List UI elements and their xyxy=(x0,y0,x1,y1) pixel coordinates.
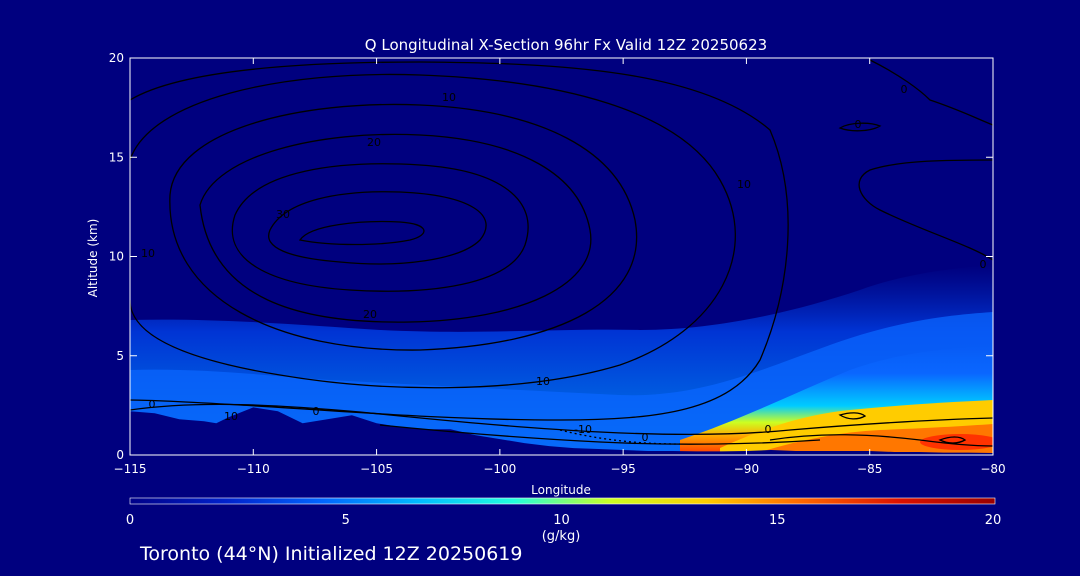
contour-line xyxy=(298,220,425,246)
x-tick-label: −105 xyxy=(360,462,393,476)
colorbar-label: (g/kg) xyxy=(542,529,581,544)
contour-label: 0 xyxy=(765,423,772,436)
y-axis: 0 5 10 15 20 xyxy=(109,51,993,462)
contour-line xyxy=(838,412,867,420)
x-tick-label: −95 xyxy=(610,462,635,476)
colorbar-tick-label: 15 xyxy=(769,513,786,528)
contour-line xyxy=(169,103,638,351)
contour-label: -10 xyxy=(574,423,592,436)
contour-label: 0 xyxy=(313,405,320,418)
contour-label: 20 xyxy=(363,308,377,321)
plot-area: 10 20 30 10 20 0 0 10 0 0 10 10 -10 0 0 0 xyxy=(129,57,994,456)
contour-label: 10 xyxy=(536,375,550,388)
x-tick-label: −100 xyxy=(483,462,516,476)
contour-label: 0 xyxy=(642,431,649,444)
contour-labels: 10 20 30 10 20 0 0 10 0 0 10 10 -10 0 0 0 xyxy=(141,83,987,444)
x-tick-label: −115 xyxy=(114,462,147,476)
y-tick-label: 15 xyxy=(109,150,124,164)
contour-line xyxy=(130,73,736,389)
contour-label: 0 xyxy=(980,258,987,271)
x-tick-label: −80 xyxy=(980,462,1005,476)
y-tick-label: 5 xyxy=(116,349,124,363)
contour-line xyxy=(769,434,993,447)
y-axis-label: Altitude (km) xyxy=(86,219,100,298)
x-tick-label: −110 xyxy=(237,462,270,476)
contour-line xyxy=(130,61,789,421)
colorbar-tick-label: 20 xyxy=(985,513,1002,528)
contour-line xyxy=(938,436,967,444)
y-tick-label: 20 xyxy=(109,51,124,65)
contour-label: 10 xyxy=(224,410,238,423)
x-axis: −115 −110 −105 −100 −95 −90 −85 −80 xyxy=(114,58,1006,476)
contour-line xyxy=(268,191,487,265)
contour-label: 0 xyxy=(149,398,156,411)
contour-lines xyxy=(130,59,993,447)
terrain-mask xyxy=(130,407,993,455)
colorbar-ticks: 0 5 10 15 20 xyxy=(126,513,1001,528)
x-tick-label: −85 xyxy=(857,462,882,476)
y-tick-label: 0 xyxy=(116,448,124,462)
contour-label: 30 xyxy=(276,208,290,221)
contour-line xyxy=(231,163,529,292)
contour-line xyxy=(130,403,993,436)
contour-label: 0 xyxy=(901,83,908,96)
contour-label: 20 xyxy=(367,136,381,149)
colorbar-tick-label: 0 xyxy=(126,513,134,528)
contour-label: 10 xyxy=(737,178,751,191)
contour-line xyxy=(838,122,882,132)
contour-line xyxy=(869,59,993,126)
contour-line xyxy=(379,424,821,445)
contour-label: 10 xyxy=(442,91,456,104)
contour-line xyxy=(199,133,592,323)
colorbar-tick-label: 10 xyxy=(553,513,570,528)
colorbar: 0 5 10 15 20 (g/kg) xyxy=(126,497,1001,544)
contour-line xyxy=(858,159,993,261)
footer-caption: Toronto (44°N) Initialized 12Z 20250619 xyxy=(139,543,523,565)
colorbar-gradient xyxy=(129,497,996,505)
y-tick-label: 10 xyxy=(109,250,124,264)
contour-label: 0 xyxy=(855,118,862,131)
x-tick-label: −90 xyxy=(734,462,759,476)
chart-title: Q Longitudinal X-Section 96hr Fx Valid 1… xyxy=(365,36,767,54)
x-axis-label: Longitude xyxy=(531,483,591,497)
contour-line xyxy=(559,429,681,445)
contour-label: 10 xyxy=(141,247,155,260)
colorbar-tick-label: 5 xyxy=(342,513,350,528)
